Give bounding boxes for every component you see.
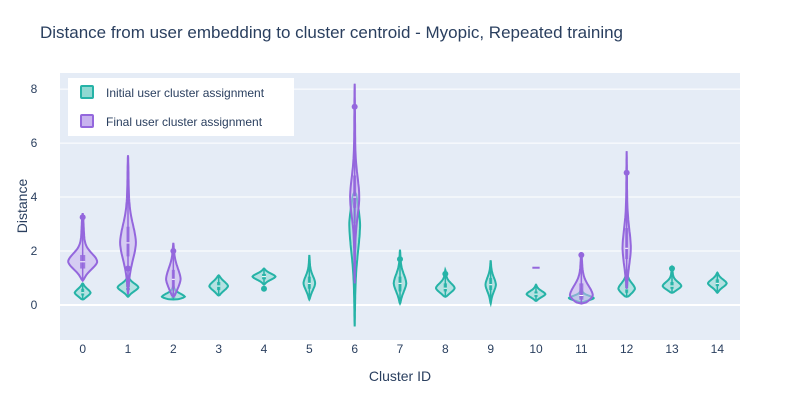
y-tick-label: 0: [31, 298, 38, 312]
x-tick-label: 3: [215, 342, 222, 356]
violin-outlier-point: [442, 270, 449, 277]
chart-title: Distance from user embedding to cluster …: [40, 23, 623, 42]
violin-initial-cluster-10[interactable]: [525, 283, 547, 302]
violin-iqr-box: [579, 283, 584, 300]
violin-initial-cluster-5[interactable]: [302, 254, 317, 302]
y-axis-title: Distance: [14, 179, 30, 234]
violin-final-cluster-12[interactable]: [621, 151, 632, 289]
legend-swatch-initial[interactable]: [80, 85, 94, 99]
violin-outlier-point: [170, 248, 177, 254]
violin-iqr-box: [398, 276, 402, 292]
violin-final-cluster-2[interactable]: [165, 242, 182, 299]
x-tick-label: 6: [351, 342, 358, 356]
violin-iqr-box: [715, 279, 719, 287]
x-tick-label: 9: [487, 342, 494, 356]
violin-outlier-point: [578, 252, 585, 259]
violin-marks: [67, 83, 728, 327]
violin-iqr-box: [126, 226, 130, 257]
violin-outlier-point: [125, 265, 131, 272]
violin-final-cluster-0[interactable]: [67, 212, 99, 283]
violin-outlier-point: [669, 265, 675, 272]
violin-outlier-point: [623, 169, 630, 176]
x-tick-label: 14: [711, 342, 725, 356]
violin-iqr-box: [443, 283, 447, 292]
violin-final-cluster-1[interactable]: [119, 155, 137, 295]
y-tick-label: 2: [31, 244, 38, 258]
y-tick-label: 4: [31, 190, 38, 204]
x-tick-label: 11: [575, 342, 588, 356]
x-tick-label: 1: [125, 342, 132, 356]
x-tick-label: 12: [620, 342, 634, 356]
violin-iqr-box: [670, 282, 674, 289]
x-axis-title: Cluster ID: [369, 368, 431, 384]
violin-initial-cluster-0[interactable]: [73, 282, 92, 301]
violin-initial-cluster-3[interactable]: [208, 274, 229, 297]
violin-initial-cluster-9[interactable]: [484, 260, 497, 308]
x-tick-label: 13: [665, 342, 679, 356]
violin-iqr-box: [81, 288, 85, 296]
x-tick-label: 10: [529, 342, 543, 356]
violin-final-cluster-6[interactable]: [349, 83, 361, 284]
violin-initial-cluster-8[interactable]: [435, 266, 456, 298]
violin-initial-cluster-7[interactable]: [392, 249, 408, 307]
violin-outlier-point: [397, 256, 403, 263]
y-tick-label: 8: [31, 82, 38, 96]
legend-label-initial[interactable]: Initial user cluster assignment: [106, 86, 265, 100]
x-tick-label: 5: [306, 342, 313, 356]
x-tick-label: 4: [261, 342, 268, 356]
violin-initial-cluster-4[interactable]: [251, 267, 277, 292]
legend-label-final[interactable]: Final user cluster assignment: [106, 115, 263, 129]
violin-final-cluster-11[interactable]: [568, 252, 594, 305]
violin-iqr-box: [489, 277, 493, 291]
x-tick-label: 8: [442, 342, 449, 356]
violin-iqr-box: [307, 276, 311, 289]
legend-swatch-final[interactable]: [80, 114, 94, 128]
legend: Initial user cluster assignment Final us…: [68, 78, 294, 136]
violin-outlier-point: [351, 103, 358, 110]
x-tick-label: 0: [79, 342, 86, 356]
violin-initial-cluster-14[interactable]: [707, 271, 728, 295]
legend-box: [68, 78, 294, 136]
violin-initial-cluster-13[interactable]: [661, 264, 683, 294]
y-tick-label: 6: [31, 136, 38, 150]
violin-outlier-point: [79, 214, 86, 221]
violin-outlier-point: [261, 285, 267, 292]
x-tick-label: 2: [170, 342, 177, 356]
violin-iqr-box: [625, 228, 629, 260]
violin-iqr-box: [353, 175, 357, 208]
x-tick-label: 7: [397, 342, 404, 356]
